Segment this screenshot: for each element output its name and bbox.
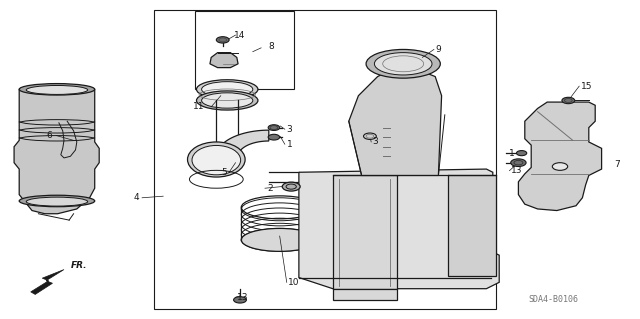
Text: 15: 15 xyxy=(581,82,593,91)
Ellipse shape xyxy=(374,53,432,75)
Ellipse shape xyxy=(26,197,88,206)
Ellipse shape xyxy=(241,228,318,251)
Ellipse shape xyxy=(366,49,440,78)
Circle shape xyxy=(552,163,568,170)
Text: SDA4-B0106: SDA4-B0106 xyxy=(529,295,579,304)
Text: 11: 11 xyxy=(193,102,205,111)
Text: 13: 13 xyxy=(237,293,248,302)
Ellipse shape xyxy=(196,91,258,110)
Polygon shape xyxy=(448,175,496,276)
Polygon shape xyxy=(518,102,602,211)
Polygon shape xyxy=(349,64,442,175)
Text: 3: 3 xyxy=(287,125,292,134)
Text: FR.: FR. xyxy=(70,261,87,270)
Text: 3: 3 xyxy=(372,137,378,146)
Text: 7: 7 xyxy=(614,160,620,169)
Circle shape xyxy=(216,37,229,43)
Polygon shape xyxy=(333,289,397,300)
Polygon shape xyxy=(14,89,99,214)
Circle shape xyxy=(511,159,526,167)
Bar xyxy=(195,11,294,89)
Text: 6: 6 xyxy=(47,131,52,140)
Text: 14: 14 xyxy=(234,31,245,40)
Ellipse shape xyxy=(19,195,95,207)
Polygon shape xyxy=(210,53,238,68)
Text: 10: 10 xyxy=(288,278,300,287)
Circle shape xyxy=(282,182,300,191)
Text: 1: 1 xyxy=(287,140,292,149)
Polygon shape xyxy=(31,270,64,294)
Circle shape xyxy=(268,134,280,140)
Circle shape xyxy=(516,151,527,156)
Text: 4: 4 xyxy=(134,193,140,202)
Bar xyxy=(154,10,496,309)
Ellipse shape xyxy=(196,80,258,99)
Circle shape xyxy=(268,125,280,130)
Polygon shape xyxy=(333,175,397,289)
Text: 1: 1 xyxy=(509,149,515,158)
Circle shape xyxy=(234,297,246,303)
Ellipse shape xyxy=(202,93,253,108)
Text: 5: 5 xyxy=(221,168,227,177)
Text: 8: 8 xyxy=(269,42,275,51)
Circle shape xyxy=(364,133,376,139)
Ellipse shape xyxy=(188,142,245,177)
Ellipse shape xyxy=(192,145,241,175)
Text: 9: 9 xyxy=(435,45,441,54)
Text: 13: 13 xyxy=(511,166,522,175)
Ellipse shape xyxy=(19,84,95,95)
Ellipse shape xyxy=(202,82,253,97)
Ellipse shape xyxy=(26,85,88,94)
Polygon shape xyxy=(299,169,499,289)
Text: 2: 2 xyxy=(268,184,273,193)
Polygon shape xyxy=(216,130,269,156)
Circle shape xyxy=(562,97,575,104)
